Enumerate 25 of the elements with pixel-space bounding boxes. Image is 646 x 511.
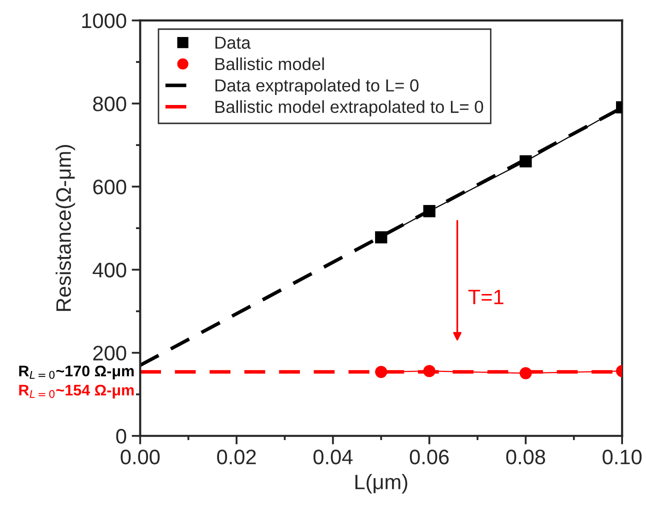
y-tick-label: 0 [116,428,126,444]
annotation: R$_{L=0}$~170 Ω-μm [19,366,134,380]
legend-label: Ballistic model [215,57,324,70]
annotation: T=1 [468,290,504,304]
y-tick-label: 800 [93,96,126,112]
point [423,205,436,218]
legend-label: Data exptrapolated to L= 0 [215,78,418,96]
x-axis-title: L(μm) [355,474,408,494]
x-tick-label: 0.00 [120,450,160,464]
legend-label: Data [215,36,251,49]
y-axis-title: Resistance(Ω-μm) [56,145,76,311]
y-tick-label: 200 [93,346,126,361]
x-tick-label: 0.02 [217,450,256,464]
legend-label: Ballistic model extrapolated to L= 0 [215,100,484,116]
y-tick-label: 1000 [82,13,126,28]
y-tick-label: 400 [92,262,126,278]
point [375,366,388,378]
x-tick-label: 0.06 [410,450,449,464]
x-tick-label: 0.04 [313,450,353,464]
point [423,365,436,378]
y-tick-label: 600 [93,180,126,194]
point [375,231,388,244]
x-tick-label: 0.08 [506,450,546,464]
annotation: R$_{L=0}$~154 Ω-μm [19,384,134,399]
x-tick-label: 0.10 [602,450,642,464]
